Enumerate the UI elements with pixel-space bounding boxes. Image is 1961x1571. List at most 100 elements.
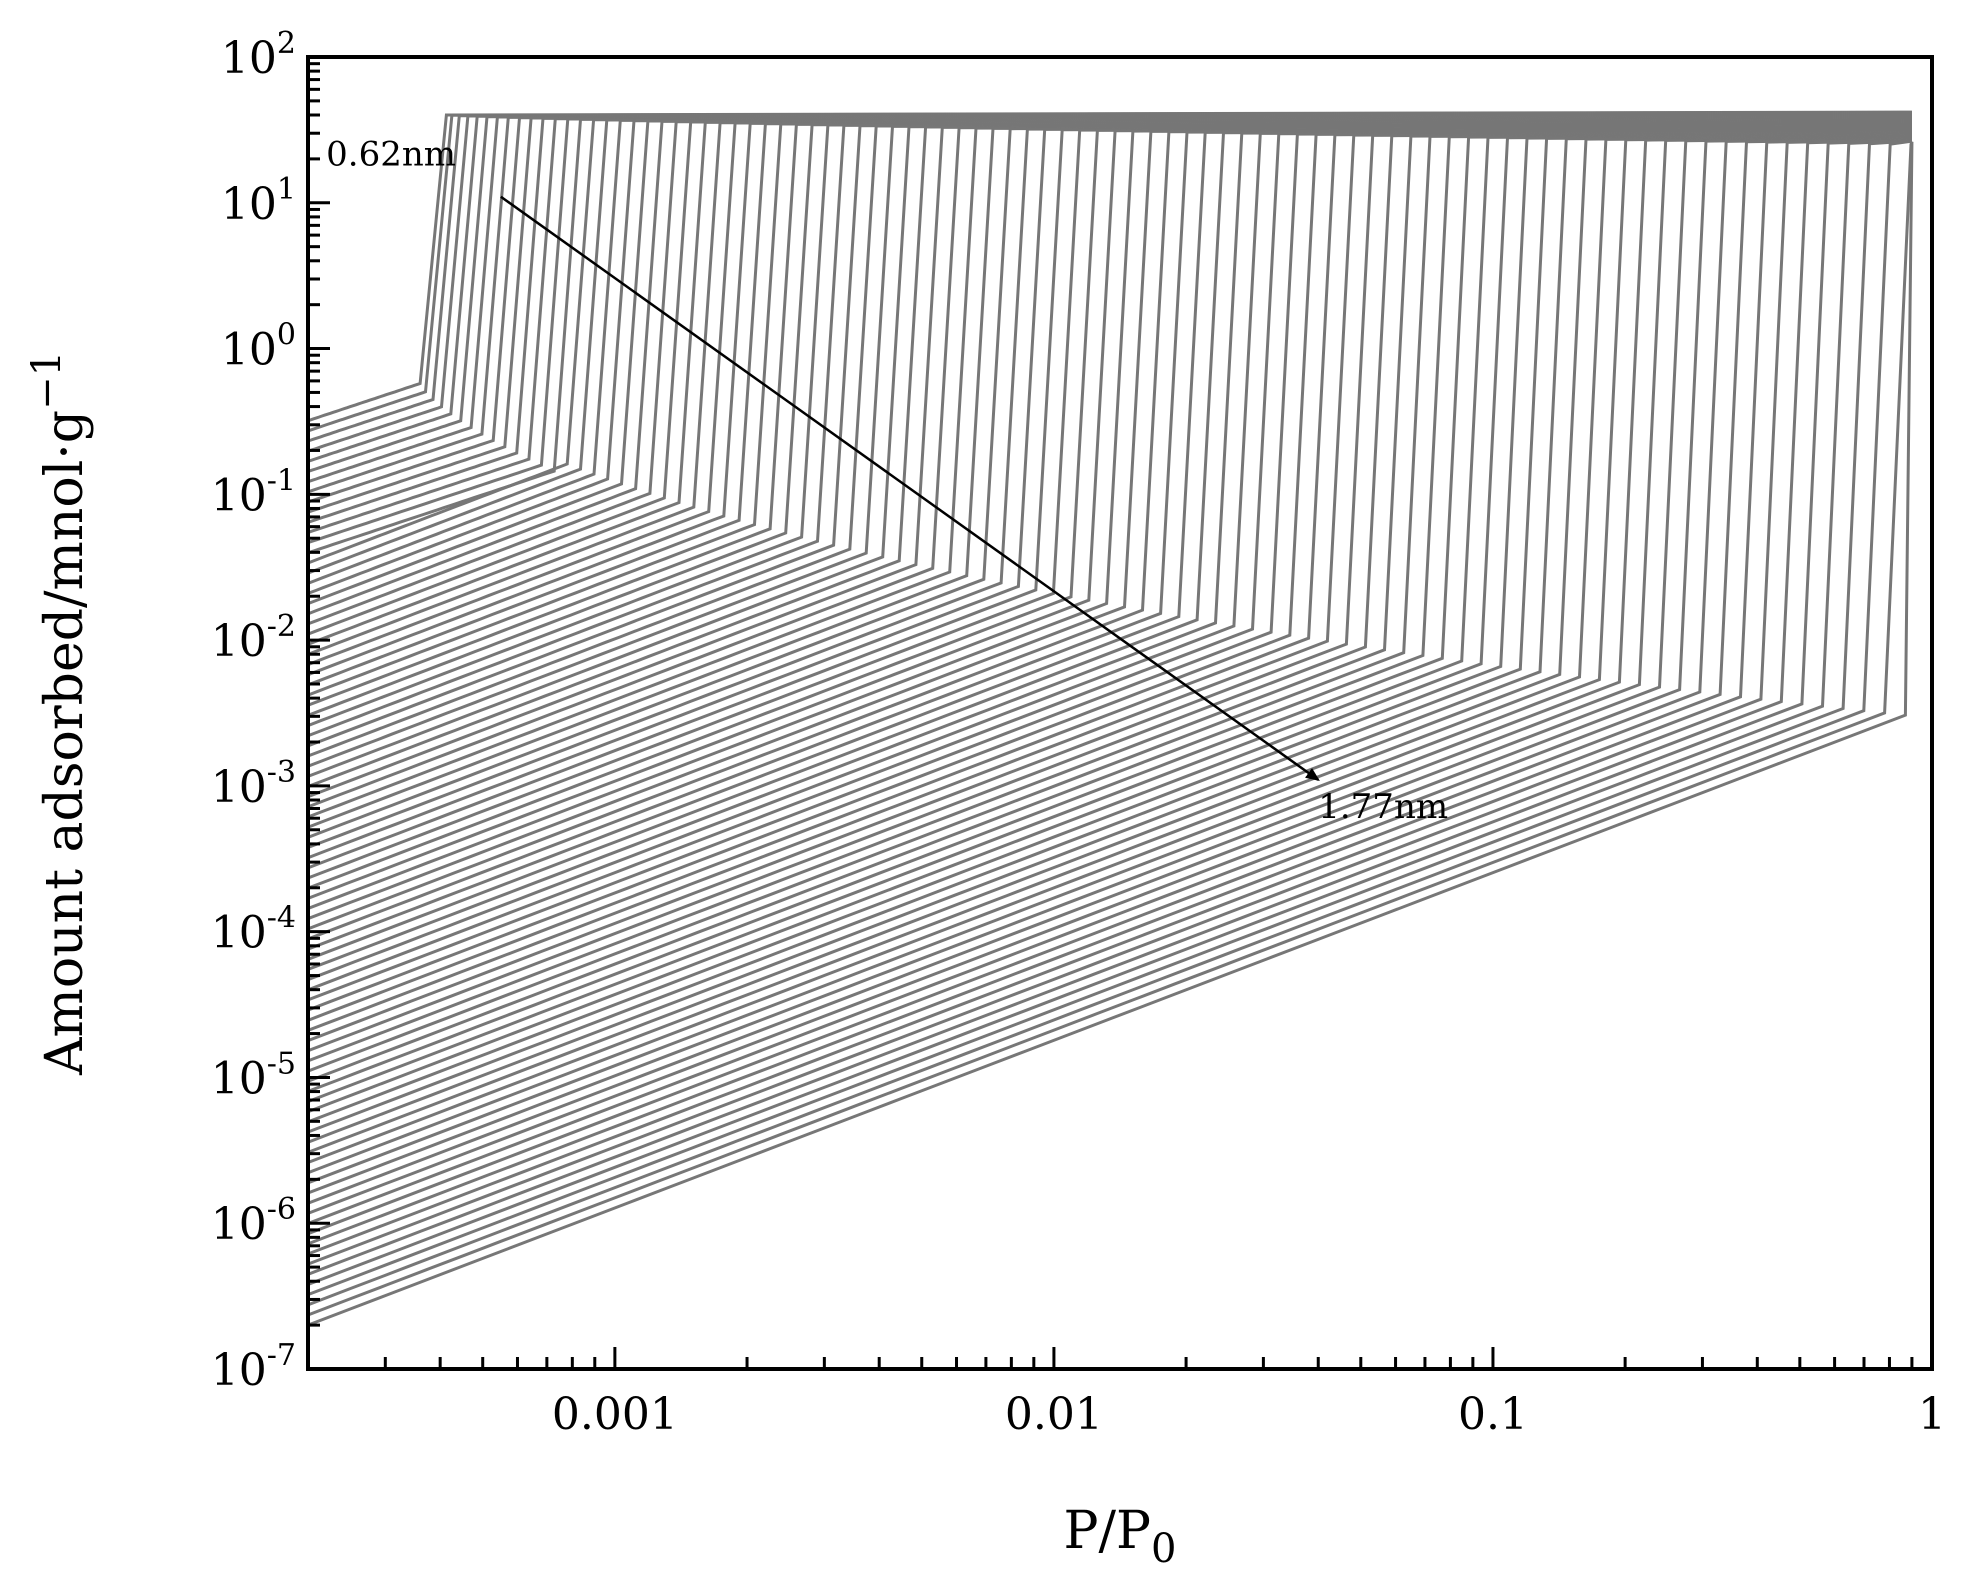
isotherm-curve [308,123,1912,799]
isotherm-curve [308,120,1912,707]
isotherm-curve [308,119,1912,677]
isotherm-curve [308,120,1912,727]
y-tick-label: 10-2 [211,609,296,667]
isotherm-curve [308,124,1912,839]
isotherm-curve [308,113,1912,524]
isotherm-curve [308,119,1912,687]
y-tick-label: 100 [221,318,296,376]
isotherm-curve [308,119,1912,697]
isotherm-curve [308,122,1912,788]
y-tick-label: 10-5 [211,1046,296,1104]
isotherm-curve [308,137,1912,1225]
isotherm-curve [308,128,1912,951]
isotherm-curve [308,127,1912,941]
isotherm-curve [308,125,1912,860]
isotherm-curve [308,128,1912,971]
isotherm-curve [308,136,1912,1205]
x-axis-title-main: P/P [1064,1501,1152,1561]
x-tick-label: 1 [1918,1389,1946,1440]
isotherm-curve [308,138,1912,1276]
isotherm-curve [308,118,1912,667]
isotherm-curve [308,136,1912,1215]
isotherm-curve [308,130,1912,1032]
isotherm-curve [308,115,1912,585]
isotherm-curve [308,133,1912,1114]
y-axis-title-main: Amount adsorbed/mnol·g [35,410,95,1076]
isotherm-curve [308,122,1912,778]
y-tick-label: 10-7 [211,1338,296,1396]
x-axis-ticks: 0.001 0.01 0.1 1 [306,1347,1946,1440]
isotherm-curve [308,117,1912,626]
isotherm-curve [308,124,1912,849]
isotherm-curve [308,133,1912,1124]
y-axis-title: Amount adsorbed/mnol·g−1 [24,351,95,1076]
isotherm-curve [308,112,1912,473]
annotation-end-label: 1.77nm [1318,787,1448,827]
y-tick-label: 102 [221,26,296,84]
annotation-start-label: 0.62nm [326,135,456,175]
x-axis-title-subscript: 0 [1151,1526,1176,1571]
isotherm-curve [308,111,1912,453]
isotherm-curve [308,123,1912,809]
isotherm-curve [308,126,1912,910]
isotherm-curve [308,131,1912,1063]
y-tick-label: 101 [221,172,296,230]
isotherm-curve [308,111,1912,463]
x-tick-label: 0.1 [1458,1389,1528,1440]
isotherm-curve [308,138,1912,1266]
isotherm-curve [308,114,1912,555]
isotherm-curve [308,114,1912,534]
isotherm-curve [308,120,1912,717]
isotherm-curve [308,123,1912,819]
isotherm-curve [308,116,1912,595]
isotherm-curve [308,127,1912,931]
isotherm-curve [308,121,1912,748]
isotherm-curve [308,135,1912,1164]
isotherm-curve [308,129,1912,992]
isotherm-curve [308,139,1913,1307]
isotherm-curve [308,122,1912,768]
isotherm-curve [308,113,1912,504]
isotherm-curve [308,125,1912,870]
isotherm-curve [308,139,1912,1286]
isotherm-curve [308,141,1914,1317]
isotherm-curve [308,129,1912,982]
isotherm-curve [308,121,1912,758]
y-tick-label: 10-1 [211,463,296,521]
isotherm-curve [308,134,1912,1144]
isotherm-curve [308,116,1912,616]
isotherm-curve [308,134,1912,1134]
isotherm-curve [308,133,1912,1103]
isotherm-curve [308,115,1912,565]
isotherm-curve [308,118,1912,646]
y-axis-title-superscript: −1 [24,351,70,410]
isotherm-curve [308,131,1912,1053]
isotherm-curve [308,134,1912,1154]
isotherm-curve [308,116,1912,606]
isotherm-curve [308,130,1912,1012]
isotherm-curve [308,132,1912,1073]
isotherm-curve [308,126,1912,890]
isotherm-curve [308,110,1912,423]
isotherm-curve [308,136,1912,1195]
isotherm-curve [308,129,1912,1002]
plot-frame [306,55,1934,1371]
isotherm-curve [308,127,1912,921]
isotherm-curve [308,139,1913,1297]
isotherm-curve [308,135,1912,1185]
isotherm-curve [308,112,1912,494]
y-tick-label: 10-4 [211,901,296,959]
arrow-line [500,195,1320,782]
isotherm-curve [308,114,1912,545]
y-tick-label: 10-6 [211,1192,296,1250]
isotherm-curve [308,118,1912,656]
isotherm-curve [308,124,1912,829]
isotherm-curve [308,110,1912,433]
x-tick-label: 0.01 [1005,1389,1103,1440]
isotherm-curve [308,111,1912,443]
isotherm-curve [308,141,1914,1327]
pore-size-arrow [500,195,1320,782]
isotherm-curve [308,135,1912,1175]
x-tick-label: 0.001 [552,1389,678,1440]
